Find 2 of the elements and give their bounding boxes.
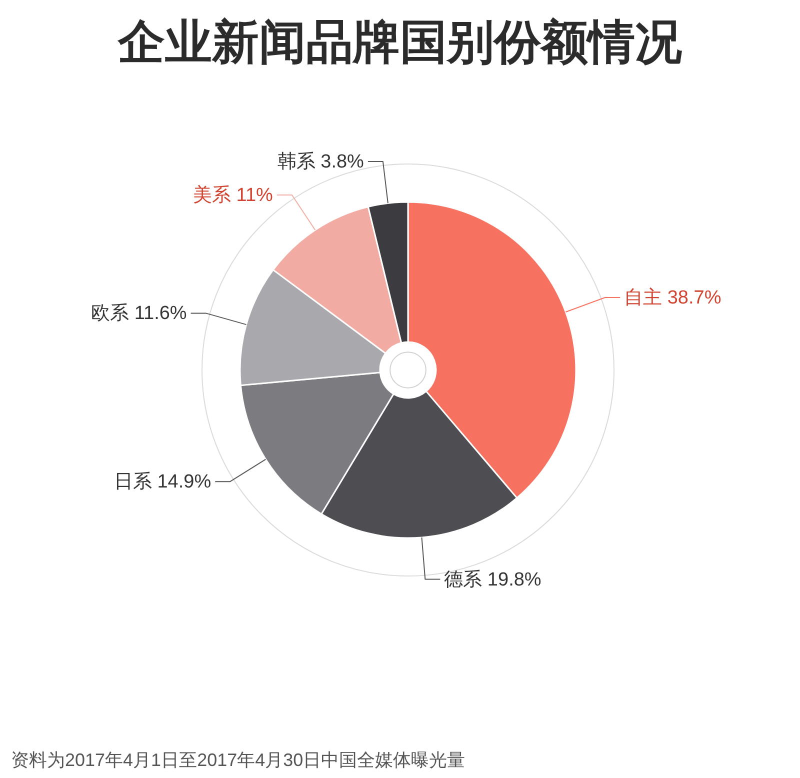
title: 企业新闻品牌国别份额情况 (118, 15, 682, 68)
annotation: 资料为2017年4月1日至2017年4月30日中国全媒体曝光量 (11, 750, 466, 770)
